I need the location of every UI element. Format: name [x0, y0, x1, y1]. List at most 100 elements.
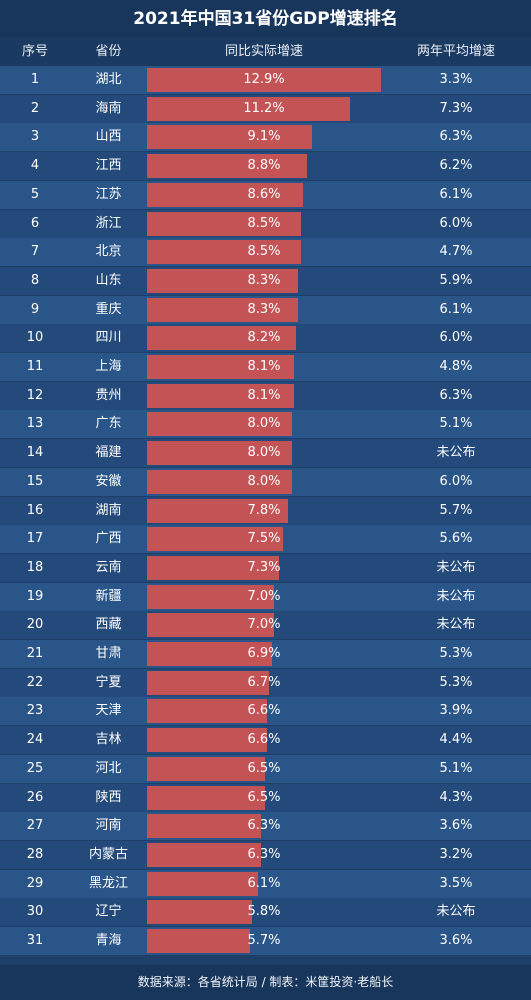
table-row: 10 四川 8.2% 6.0% — [0, 324, 531, 353]
rank-cell: 31 — [26, 933, 44, 948]
rank-cell: 30 — [26, 904, 44, 920]
table-row: 21 甘肃 6.9% 5.3% — [0, 640, 531, 668]
growth-value-label: 7.8% — [247, 502, 281, 518]
growth-bar — [147, 125, 313, 150]
growth-bar — [147, 814, 262, 839]
table-row: 3 山西 9.1% 6.3% — [0, 123, 531, 152]
two-year-average-cell: 3.5% — [439, 875, 473, 891]
growth-value-label: 11.2% — [243, 100, 285, 116]
rank-cell: 20 — [26, 617, 44, 633]
table-row: 12 贵州 8.1% 6.3% — [0, 381, 531, 410]
growth-bar — [147, 871, 258, 896]
province-cell: 河南 — [95, 818, 122, 834]
header-two-year-average: 两年平均增速 — [381, 38, 531, 66]
rank-cell: 6 — [30, 215, 40, 231]
table-row: 20 西藏 7.0% 未公布 — [0, 611, 531, 640]
table-row: 11 上海 8.1% 4.8% — [0, 353, 531, 381]
two-year-average-cell: 未公布 — [436, 904, 476, 920]
province-cell: 重庆 — [95, 301, 122, 317]
table-row: 4 江西 8.8% 6.2% — [0, 152, 531, 181]
rank-cell: 1 — [30, 72, 40, 87]
growth-bar — [147, 584, 274, 609]
province-cell: 江苏 — [95, 186, 122, 202]
header-province: 省份 — [70, 38, 147, 66]
province-cell: 贵州 — [95, 387, 122, 403]
rank-cell: 8 — [30, 272, 40, 288]
growth-value-label: 5.8% — [247, 904, 281, 920]
two-year-average-cell: 6.0% — [439, 473, 473, 489]
rank-cell: 2 — [30, 100, 40, 116]
growth-value-label: 8.1% — [247, 359, 281, 374]
two-year-average-cell: 5.3% — [439, 646, 473, 661]
growth-value-label: 8.1% — [247, 387, 281, 403]
table-row: 28 内蒙古 6.3% 3.2% — [0, 840, 531, 869]
province-cell: 安徽 — [95, 473, 122, 489]
two-year-average-cell: 6.1% — [439, 186, 473, 202]
growth-value-label: 8.0% — [247, 473, 281, 489]
province-cell: 西藏 — [95, 617, 122, 633]
table-row: 6 浙江 8.5% 6.0% — [0, 209, 531, 238]
table-row: 22 宁夏 6.7% 5.3% — [0, 668, 531, 697]
two-year-average-cell: 5.6% — [439, 531, 473, 547]
rank-cell: 15 — [26, 473, 44, 489]
province-cell: 甘肃 — [95, 646, 122, 661]
growth-value-label: 8.3% — [247, 301, 281, 317]
two-year-average-cell: 3.6% — [439, 818, 473, 834]
growth-value-label: 6.6% — [247, 703, 281, 719]
two-year-average-cell: 6.0% — [439, 215, 473, 231]
table-row: 2 海南 11.2% 7.3% — [0, 94, 531, 123]
table-row: 8 山东 8.3% 5.9% — [0, 266, 531, 295]
growth-value-label: 7.0% — [247, 617, 281, 633]
two-year-average-cell: 5.9% — [439, 272, 473, 288]
province-cell: 海南 — [95, 100, 122, 116]
growth-bar — [147, 699, 267, 724]
two-year-average-cell: 4.3% — [439, 789, 473, 805]
province-cell: 广东 — [95, 416, 122, 432]
growth-value-label: 7.5% — [247, 531, 281, 547]
rank-cell: 14 — [26, 445, 44, 461]
growth-value-label: 5.7% — [247, 933, 281, 948]
growth-value-label: 6.9% — [247, 646, 281, 661]
province-cell: 福建 — [95, 445, 122, 461]
growth-bar — [147, 670, 269, 695]
rank-cell: 10 — [26, 330, 44, 346]
province-cell: 内蒙古 — [88, 846, 128, 862]
rank-cell: 13 — [26, 416, 44, 432]
growth-bar — [147, 154, 307, 179]
growth-value-label: 8.5% — [247, 244, 281, 260]
growth-value-label: 9.1% — [247, 129, 281, 145]
two-year-average-cell: 4.7% — [439, 244, 473, 260]
growth-bar — [147, 412, 293, 437]
two-year-average-cell: 4.8% — [439, 359, 473, 374]
province-cell: 山西 — [95, 129, 122, 145]
province-cell: 江西 — [95, 158, 122, 174]
header-growth: 同比实际增速 — [147, 38, 381, 66]
province-cell: 陕西 — [95, 789, 122, 805]
growth-bar — [147, 929, 251, 953]
table-row: 7 北京 8.5% 4.7% — [0, 238, 531, 267]
province-cell: 新疆 — [95, 588, 122, 604]
rank-cell: 26 — [26, 789, 44, 805]
source-footer: 数据来源：各省统计局 / 制表：米筐投资·老船长 — [0, 965, 531, 1000]
two-year-average-cell: 3.2% — [439, 846, 473, 862]
growth-bar — [147, 211, 302, 236]
two-year-average-cell: 3.9% — [439, 703, 473, 719]
province-cell: 吉林 — [95, 732, 122, 748]
growth-value-label: 6.3% — [247, 818, 281, 834]
two-year-average-cell: 5.1% — [439, 760, 473, 776]
growth-bar — [147, 527, 284, 552]
province-cell: 上海 — [95, 359, 122, 374]
rank-cell: 11 — [26, 359, 44, 374]
growth-value-label: 8.2% — [247, 330, 281, 346]
table-row: 13 广东 8.0% 5.1% — [0, 410, 531, 439]
two-year-average-cell: 未公布 — [436, 559, 476, 575]
province-cell: 河北 — [95, 760, 122, 776]
table-row: 29 黑龙江 6.1% 3.5% — [0, 869, 531, 898]
two-year-average-cell: 5.3% — [439, 674, 473, 690]
growth-bar — [147, 355, 294, 379]
rank-cell: 19 — [26, 588, 44, 604]
province-cell: 云南 — [95, 559, 122, 575]
rank-cell: 25 — [26, 760, 44, 776]
growth-bar — [147, 613, 274, 638]
